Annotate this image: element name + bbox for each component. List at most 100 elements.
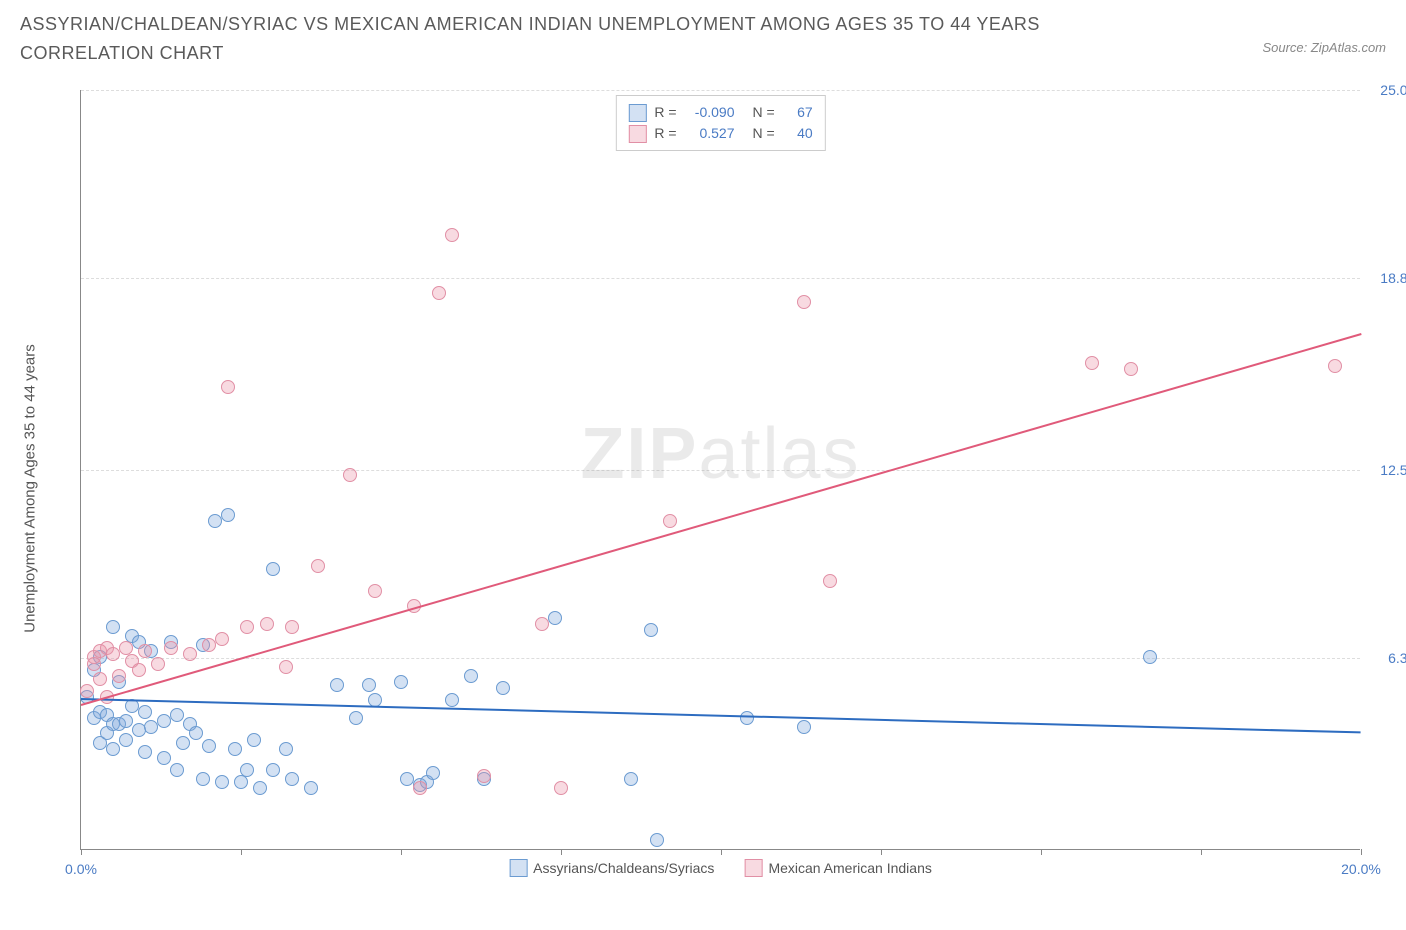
data-point (797, 720, 811, 734)
data-point (477, 769, 491, 783)
data-point (247, 733, 261, 747)
chart-title: ASSYRIAN/CHALDEAN/SYRIAC VS MEXICAN AMER… (20, 10, 1120, 68)
y-tick-label: 6.3% (1388, 650, 1406, 666)
bottom-legend-item: Assyrians/Chaldeans/Syriacs (509, 859, 714, 877)
data-point (93, 672, 107, 686)
data-point (144, 720, 158, 734)
data-point (157, 714, 171, 728)
data-point (132, 663, 146, 677)
data-point (330, 678, 344, 692)
data-point (362, 678, 376, 692)
data-point (80, 684, 94, 698)
data-point (663, 514, 677, 528)
x-tick (1041, 849, 1042, 855)
data-point (221, 380, 235, 394)
data-point (215, 632, 229, 646)
data-point (240, 620, 254, 634)
chart-container: Unemployment Among Ages 35 to 44 years Z… (60, 90, 1380, 870)
data-point (253, 781, 267, 795)
gridline (81, 658, 1360, 659)
data-point (445, 228, 459, 242)
data-point (260, 617, 274, 631)
data-point (202, 739, 216, 753)
data-point (157, 751, 171, 765)
data-point (740, 711, 754, 725)
data-point (304, 781, 318, 795)
legend-swatch (509, 859, 527, 877)
data-point (413, 781, 427, 795)
data-point (170, 708, 184, 722)
data-point (797, 295, 811, 309)
legend-r-value: -0.090 (685, 102, 735, 123)
data-point (394, 675, 408, 689)
plot-area: ZIPatlas R =-0.090N =67R =0.527N =40 Ass… (80, 90, 1360, 850)
data-point (311, 559, 325, 573)
data-point (221, 508, 235, 522)
data-point (1328, 359, 1342, 373)
data-point (240, 763, 254, 777)
y-tick-label: 18.8% (1380, 270, 1406, 286)
trend-line (81, 333, 1362, 706)
data-point (464, 669, 478, 683)
data-point (138, 705, 152, 719)
data-point (189, 726, 203, 740)
data-point (432, 286, 446, 300)
y-axis-label: Unemployment Among Ages 35 to 44 years (22, 344, 39, 633)
legend-r-label: R = (654, 102, 676, 123)
bottom-legend-item: Mexican American Indians (744, 859, 931, 877)
data-point (119, 733, 133, 747)
chart-source: Source: ZipAtlas.com (1262, 10, 1386, 55)
data-point (138, 745, 152, 759)
data-point (266, 562, 280, 576)
legend-n-value: 40 (783, 123, 813, 144)
x-tick (1361, 849, 1362, 855)
x-tick-label: 0.0% (65, 861, 97, 877)
bottom-legend-label: Mexican American Indians (768, 860, 931, 876)
data-point (176, 736, 190, 750)
data-point (1143, 650, 1157, 664)
data-point (1085, 356, 1099, 370)
data-point (624, 772, 638, 786)
x-tick (881, 849, 882, 855)
series-legend: Assyrians/Chaldeans/Syriacs Mexican Ameri… (509, 859, 932, 877)
data-point (548, 611, 562, 625)
data-point (279, 742, 293, 756)
x-tick (561, 849, 562, 855)
x-tick (401, 849, 402, 855)
data-point (87, 657, 101, 671)
data-point (644, 623, 658, 637)
legend-r-value: 0.527 (685, 123, 735, 144)
data-point (285, 772, 299, 786)
legend-row: R =-0.090N =67 (628, 102, 812, 123)
data-point (151, 657, 165, 671)
x-tick (81, 849, 82, 855)
legend-row: R = 0.527 N = 40 (628, 123, 812, 144)
data-point (106, 742, 120, 756)
data-point (426, 766, 440, 780)
data-point (106, 647, 120, 661)
data-point (1124, 362, 1138, 376)
x-tick (1201, 849, 1202, 855)
legend-swatch (744, 859, 762, 877)
legend-r-label: R = (654, 123, 676, 144)
data-point (228, 742, 242, 756)
data-point (164, 641, 178, 655)
trend-line (81, 698, 1361, 733)
legend-n-label: N = (753, 123, 775, 144)
data-point (170, 763, 184, 777)
data-point (196, 772, 210, 786)
x-tick-label: 20.0% (1341, 861, 1381, 877)
data-point (183, 647, 197, 661)
data-point (112, 669, 126, 683)
data-point (266, 763, 280, 777)
data-point (138, 644, 152, 658)
legend-n-value: 67 (783, 102, 813, 123)
gridline (81, 278, 1360, 279)
data-point (349, 711, 363, 725)
x-tick (241, 849, 242, 855)
data-point (285, 620, 299, 634)
data-point (445, 693, 459, 707)
y-tick-label: 12.5% (1380, 462, 1406, 478)
data-point (202, 638, 216, 652)
data-point (535, 617, 549, 631)
